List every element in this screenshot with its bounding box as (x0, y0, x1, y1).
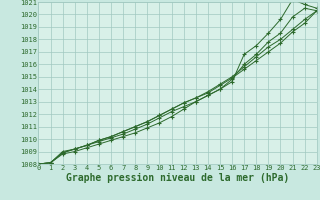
X-axis label: Graphe pression niveau de la mer (hPa): Graphe pression niveau de la mer (hPa) (66, 173, 289, 183)
